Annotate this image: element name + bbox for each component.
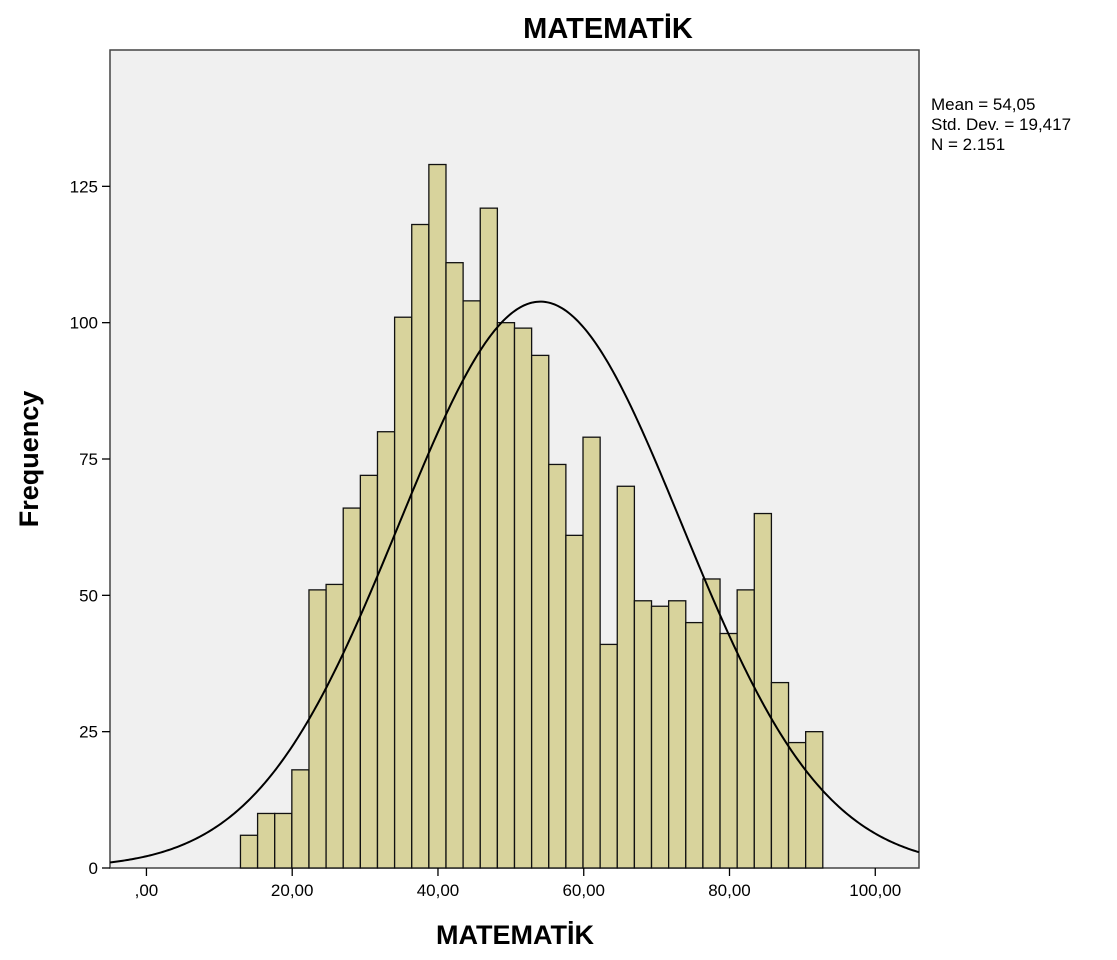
histogram-bar-19 bbox=[565, 534, 584, 869]
normal-curve bbox=[109, 300, 920, 864]
histogram-bar-23 bbox=[633, 600, 653, 869]
chart-title: MATEMATİK bbox=[523, 13, 693, 45]
y-tick-label-5: 125 bbox=[70, 177, 98, 196]
histogram-bar-27 bbox=[702, 578, 721, 869]
histogram-bar-1 bbox=[256, 812, 276, 869]
histogram-bar-29 bbox=[736, 589, 755, 869]
histogram-bar-13 bbox=[462, 300, 481, 869]
histogram-bar-21 bbox=[599, 643, 618, 869]
bars-group bbox=[239, 163, 824, 869]
stats-sd: Std. Dev. = 19,417 bbox=[931, 115, 1071, 134]
histogram-bar-6 bbox=[342, 507, 362, 869]
y-tick-label-2: 50 bbox=[79, 586, 98, 605]
histogram-bar-16 bbox=[513, 327, 533, 869]
x-tick-label-5: 100,00 bbox=[849, 881, 901, 900]
histogram-bar-9 bbox=[393, 316, 413, 869]
histogram-bar-25 bbox=[667, 600, 687, 869]
histogram-bar-24 bbox=[650, 605, 670, 869]
stats-mean: Mean = 54,05 bbox=[931, 95, 1035, 114]
x-axis-title: MATEMATİK bbox=[436, 920, 594, 950]
histogram-bar-15 bbox=[496, 322, 516, 869]
x-tick-label-1: 20,00 bbox=[271, 881, 314, 900]
histogram-bar-7 bbox=[359, 474, 379, 869]
histogram-bar-20 bbox=[582, 436, 601, 869]
y-axis-title: Frequency bbox=[14, 391, 44, 528]
y-tick-label-0: 0 bbox=[89, 859, 98, 878]
histogram-bar-3 bbox=[291, 769, 310, 869]
histogram-bar-33 bbox=[805, 731, 824, 869]
histogram-bar-5 bbox=[325, 583, 344, 869]
histogram-bar-18 bbox=[548, 463, 567, 869]
y-tick-label-3: 75 bbox=[79, 450, 98, 469]
histogram-bar-31 bbox=[770, 681, 790, 869]
histogram-bar-11 bbox=[428, 163, 447, 869]
y-tick-label-4: 100 bbox=[70, 314, 98, 333]
histogram-bar-26 bbox=[685, 621, 704, 869]
histogram-bar-4 bbox=[308, 589, 327, 869]
y-axis-ticks: 0 25 50 75 100 125 bbox=[70, 177, 110, 878]
histogram-bar-12 bbox=[445, 262, 464, 869]
x-tick-label-2: 40,00 bbox=[417, 881, 460, 900]
x-tick-label-4: 80,00 bbox=[708, 881, 751, 900]
histogram-bar-8 bbox=[376, 431, 396, 869]
histogram-bar-10 bbox=[411, 223, 430, 869]
y-tick-label-1: 25 bbox=[79, 723, 98, 742]
histogram-bar-2 bbox=[274, 812, 293, 869]
histogram-bar-28 bbox=[719, 632, 738, 869]
histogram-bar-14 bbox=[479, 207, 499, 869]
histogram-bar-22 bbox=[616, 485, 636, 869]
x-tick-label-0: ,00 bbox=[135, 881, 159, 900]
x-tick-label-3: 60,00 bbox=[562, 881, 605, 900]
histogram-bar-0 bbox=[239, 834, 259, 869]
histogram-bar-32 bbox=[787, 741, 807, 869]
x-axis-ticks: ,00 20,00 40,00 60,00 80,00 100,00 bbox=[135, 868, 901, 900]
stats-n: N = 2.151 bbox=[931, 135, 1005, 154]
histogram-bar-17 bbox=[530, 354, 550, 869]
